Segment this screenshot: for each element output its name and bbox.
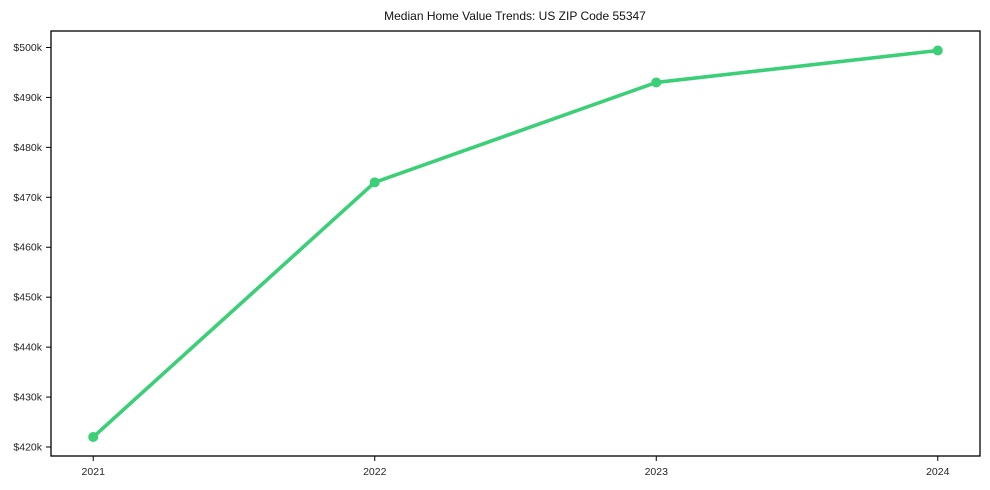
y-axis-tick-label: $430k [13,392,42,404]
y-axis-tick-label: $450k [13,292,42,304]
x-axis-tick-label: 2023 [645,466,669,478]
y-axis-tick-label: $440k [13,342,42,354]
data-point-marker [651,77,662,88]
plot-border [50,30,981,457]
y-axis-tick-label: $420k [13,442,42,454]
chart-title: Median Home Value Trends: US ZIP Code 55… [384,9,646,23]
y-axis-tick-label: $500k [13,42,42,54]
y-axis-tick-label: $460k [13,242,42,254]
y-axis-tick-label: $480k [13,142,42,154]
x-axis-tick-label: 2021 [82,466,106,478]
y-axis-tick-label: $470k [13,192,42,204]
trend-line [91,48,940,439]
x-axis-tick-label: 2022 [363,466,387,478]
series-layer [88,45,943,443]
axes-layer: $420k $430k $440k $450k $460k $470k $480k $490k… [13,30,981,478]
data-point-marker [932,45,943,56]
y-axis-tick-label: $490k [13,92,42,104]
x-axis-tick-label: 2024 [926,466,950,478]
data-point-marker [369,177,380,188]
data-point-marker [88,432,99,443]
